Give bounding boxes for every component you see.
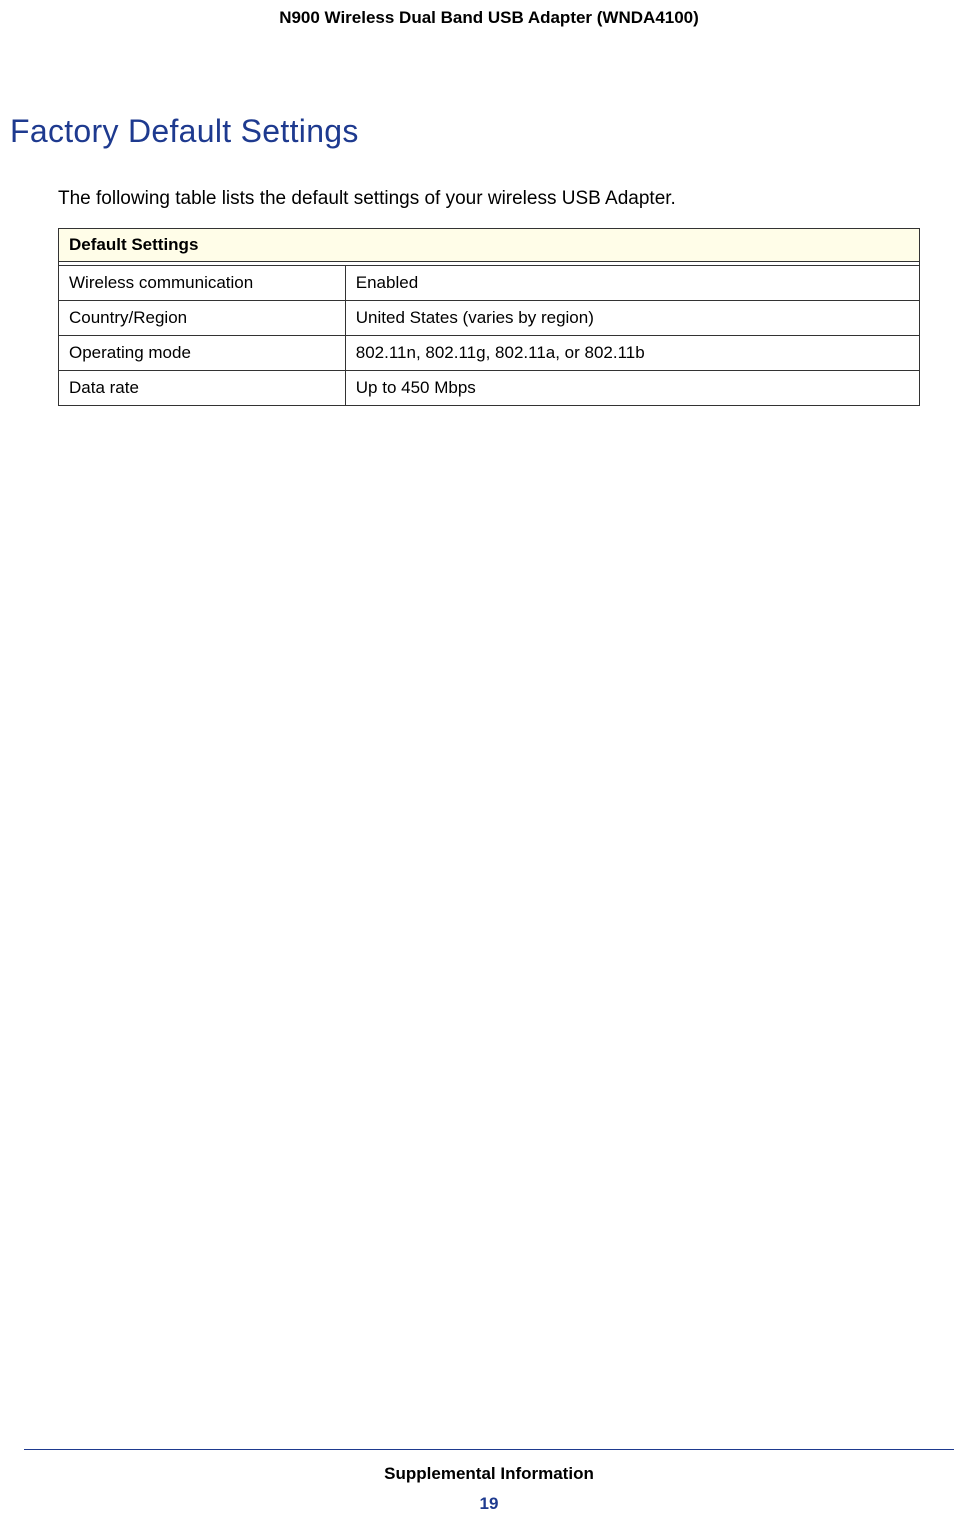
setting-value-cell: Up to 450 Mbps — [345, 371, 919, 406]
section-title: Factory Default Settings — [10, 113, 920, 150]
table-header-row: Default Settings — [59, 229, 920, 262]
table-row: Operating mode 802.11n, 802.11g, 802.11a… — [59, 336, 920, 371]
setting-value-cell: Enabled — [345, 266, 919, 301]
setting-name-cell: Data rate — [59, 371, 346, 406]
table-header-cell: Default Settings — [59, 229, 920, 262]
table-row: Data rate Up to 450 Mbps — [59, 371, 920, 406]
footer-divider — [24, 1449, 954, 1450]
default-settings-table: Default Settings Wireless communication … — [58, 228, 920, 406]
table-row: Wireless communication Enabled — [59, 266, 920, 301]
table-row: Country/Region United States (varies by … — [59, 301, 920, 336]
setting-value-cell: 802.11n, 802.11g, 802.11a, or 802.11b — [345, 336, 919, 371]
page-footer: Supplemental Information 19 — [0, 1449, 978, 1514]
setting-value-cell: United States (varies by region) — [345, 301, 919, 336]
setting-name-cell: Country/Region — [59, 301, 346, 336]
product-title: N900 Wireless Dual Band USB Adapter (WND… — [279, 8, 699, 27]
intro-paragraph: The following table lists the default se… — [58, 188, 920, 210]
page-header: N900 Wireless Dual Band USB Adapter (WND… — [0, 0, 978, 28]
setting-name-cell: Operating mode — [59, 336, 346, 371]
page-content: Factory Default Settings The following t… — [0, 28, 978, 406]
page-number: 19 — [0, 1494, 978, 1514]
setting-name-cell: Wireless communication — [59, 266, 346, 301]
footer-section-label: Supplemental Information — [0, 1464, 978, 1484]
